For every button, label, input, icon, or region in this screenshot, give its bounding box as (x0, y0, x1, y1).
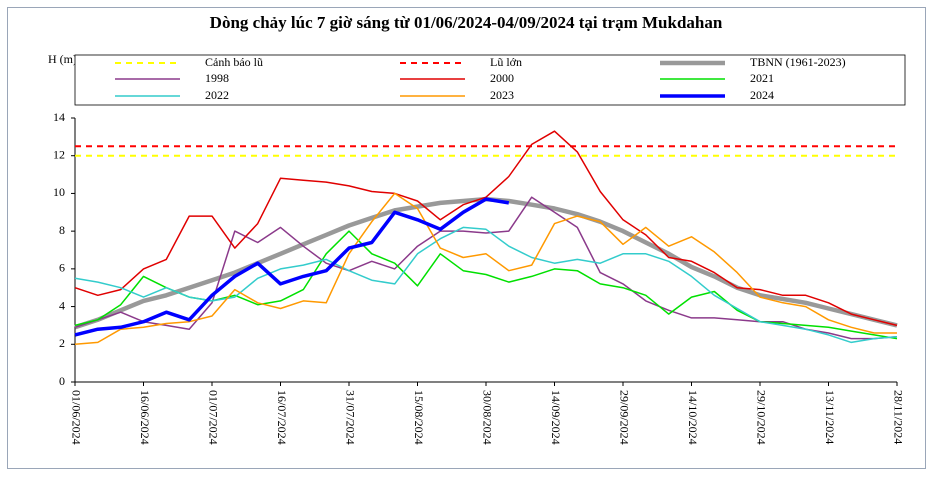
series-line (74, 197, 510, 337)
y-tick-label: 8 (59, 223, 65, 237)
x-tick-label: 31/07/2024 (343, 390, 357, 445)
x-tick-label: 29/10/2024 (754, 390, 768, 445)
series-line (74, 130, 898, 327)
legend-label: 2023 (490, 88, 514, 102)
x-tick-label: 15/08/2024 (412, 390, 426, 445)
x-tick-label: 28/11/2024 (891, 390, 905, 444)
x-tick-label: 14/09/2024 (549, 390, 563, 445)
x-tick-label: 16/06/2024 (138, 390, 152, 445)
legend-label: TBNN (1961-2023) (750, 55, 846, 69)
y-tick-label: 12 (53, 147, 65, 161)
x-tick-label: 01/06/2024 (69, 390, 83, 445)
y-tick-label: 6 (59, 261, 65, 275)
x-tick-label: 13/11/2024 (823, 390, 837, 444)
legend-box (74, 54, 906, 106)
y-tick-label: 0 (59, 374, 65, 388)
x-tick-label: 16/07/2024 (275, 390, 289, 445)
y-tick-label: 10 (53, 185, 65, 199)
y-axis-label: H (m) (48, 52, 77, 66)
y-tick-label: 2 (59, 336, 65, 350)
chart-title: Dòng chảy lúc 7 giờ sáng từ 01/06/2024-0… (210, 13, 723, 32)
legend-label: 1998 (205, 71, 229, 85)
x-tick-label: 01/07/2024 (206, 390, 220, 445)
y-tick-label: 14 (53, 110, 65, 124)
legend-label: 2000 (490, 71, 514, 85)
legend-label: Lũ lớn (490, 55, 522, 69)
x-tick-label: 29/09/2024 (617, 390, 631, 445)
legend-label: 2022 (205, 88, 229, 102)
y-tick-label: 4 (59, 298, 65, 312)
x-tick-label: 14/10/2024 (686, 390, 700, 445)
series-line (74, 192, 897, 346)
series-line (74, 226, 898, 344)
legend-label: 2021 (750, 71, 774, 85)
legend-label: 2024 (750, 88, 774, 102)
legend-label: Cảnh báo lũ (205, 55, 263, 69)
x-tick-label: 30/08/2024 (480, 390, 494, 445)
